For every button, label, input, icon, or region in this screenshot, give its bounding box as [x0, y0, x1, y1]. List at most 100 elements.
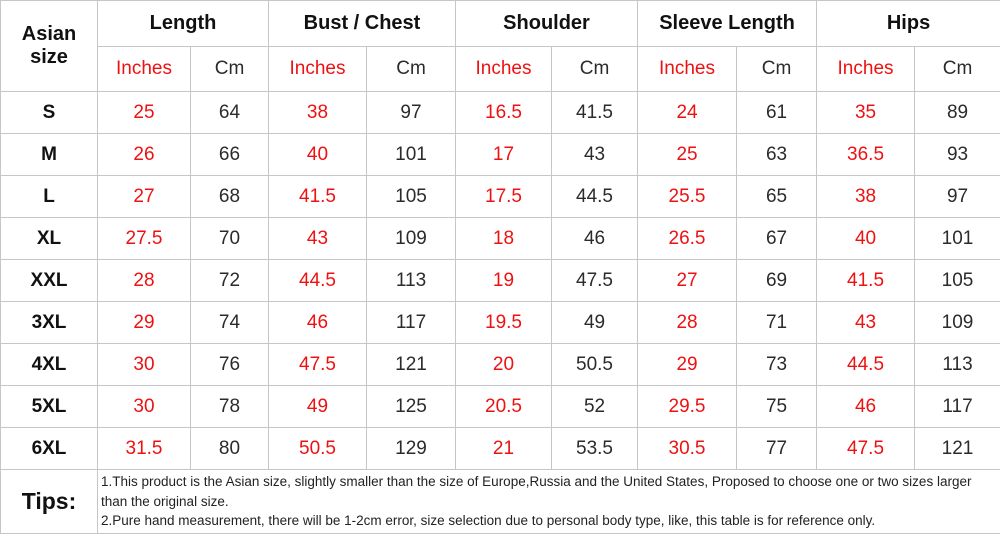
measurement-cell: 38	[817, 176, 915, 218]
measurement-cell: 109	[915, 302, 1000, 344]
measurement-cell: 27	[98, 176, 191, 218]
measurement-cell: 109	[367, 218, 456, 260]
measurement-cell: 30.5	[638, 428, 737, 470]
unit-header-shoulder-inches: Inches	[456, 47, 552, 92]
measurement-cell: 27.5	[98, 218, 191, 260]
measurement-cell: 72	[191, 260, 269, 302]
measurement-cell: 52	[552, 386, 638, 428]
group-header-row: Asian size Length Bust / Chest Shoulder …	[1, 1, 1000, 47]
measurement-cell: 53.5	[552, 428, 638, 470]
size-label: 3XL	[1, 302, 98, 344]
size-label: M	[1, 134, 98, 176]
measurement-cell: 101	[915, 218, 1000, 260]
measurement-cell: 50.5	[269, 428, 367, 470]
measurement-cell: 129	[367, 428, 456, 470]
measurement-cell: 65	[737, 176, 817, 218]
measurement-cell: 41.5	[552, 92, 638, 134]
measurement-cell: 68	[191, 176, 269, 218]
size-label: S	[1, 92, 98, 134]
measurement-cell: 70	[191, 218, 269, 260]
unit-header-sleeve-inches: Inches	[638, 47, 737, 92]
group-header-hips: Hips	[817, 1, 1000, 47]
measurement-cell: 66	[191, 134, 269, 176]
measurement-cell: 40	[269, 134, 367, 176]
measurement-cell: 50.5	[552, 344, 638, 386]
measurement-cell: 43	[817, 302, 915, 344]
measurement-cell: 41.5	[817, 260, 915, 302]
measurement-cell: 41.5	[269, 176, 367, 218]
unit-header-hips-cm: Cm	[915, 47, 1000, 92]
unit-header-bust-cm: Cm	[367, 47, 456, 92]
measurement-cell: 16.5	[456, 92, 552, 134]
size-label: XXL	[1, 260, 98, 302]
measurement-cell: 46	[817, 386, 915, 428]
measurement-cell: 121	[915, 428, 1000, 470]
measurement-cell: 93	[915, 134, 1000, 176]
measurement-cell: 77	[737, 428, 817, 470]
unit-header-length-inches: Inches	[98, 47, 191, 92]
measurement-cell: 28	[98, 260, 191, 302]
measurement-cell: 89	[915, 92, 1000, 134]
size-label: L	[1, 176, 98, 218]
measurement-cell: 97	[915, 176, 1000, 218]
corner-header-asian-size: Asian size	[1, 1, 98, 92]
measurement-cell: 44.5	[269, 260, 367, 302]
measurement-cell: 30	[98, 344, 191, 386]
measurement-cell: 73	[737, 344, 817, 386]
measurement-cell: 47.5	[552, 260, 638, 302]
measurement-cell: 26	[98, 134, 191, 176]
group-header-sleeve-length: Sleeve Length	[638, 1, 817, 47]
tips-row: Tips: 1.This product is the Asian size, …	[1, 470, 1000, 534]
measurement-cell: 18	[456, 218, 552, 260]
measurement-cell: 47.5	[817, 428, 915, 470]
measurement-cell: 105	[915, 260, 1000, 302]
measurement-cell: 30	[98, 386, 191, 428]
measurement-cell: 27	[638, 260, 737, 302]
measurement-cell: 101	[367, 134, 456, 176]
measurement-cell: 19.5	[456, 302, 552, 344]
measurement-cell: 125	[367, 386, 456, 428]
measurement-cell: 63	[737, 134, 817, 176]
measurement-cell: 46	[269, 302, 367, 344]
measurement-cell: 44.5	[817, 344, 915, 386]
unit-header-sleeve-cm: Cm	[737, 47, 817, 92]
measurement-cell: 47.5	[269, 344, 367, 386]
measurement-cell: 44.5	[552, 176, 638, 218]
measurement-cell: 26.5	[638, 218, 737, 260]
size-label: 5XL	[1, 386, 98, 428]
measurement-cell: 25	[98, 92, 191, 134]
tips-text: 1.This product is the Asian size, slight…	[98, 470, 1000, 534]
measurement-cell: 117	[915, 386, 1000, 428]
unit-header-hips-inches: Inches	[817, 47, 915, 92]
measurement-cell: 43	[269, 218, 367, 260]
measurement-cell: 67	[737, 218, 817, 260]
measurement-cell: 78	[191, 386, 269, 428]
unit-header-length-cm: Cm	[191, 47, 269, 92]
measurement-cell: 43	[552, 134, 638, 176]
measurement-cell: 46	[552, 218, 638, 260]
measurement-cell: 71	[737, 302, 817, 344]
measurement-cell: 113	[367, 260, 456, 302]
measurement-cell: 64	[191, 92, 269, 134]
measurement-cell: 49	[552, 302, 638, 344]
measurement-cell: 40	[817, 218, 915, 260]
measurement-cell: 80	[191, 428, 269, 470]
measurement-cell: 105	[367, 176, 456, 218]
size-label: 4XL	[1, 344, 98, 386]
measurement-cell: 20.5	[456, 386, 552, 428]
unit-header-bust-inches: Inches	[269, 47, 367, 92]
measurement-cell: 75	[737, 386, 817, 428]
measurement-cell: 28	[638, 302, 737, 344]
measurement-cell: 76	[191, 344, 269, 386]
measurement-cell: 31.5	[98, 428, 191, 470]
measurement-cell: 25.5	[638, 176, 737, 218]
